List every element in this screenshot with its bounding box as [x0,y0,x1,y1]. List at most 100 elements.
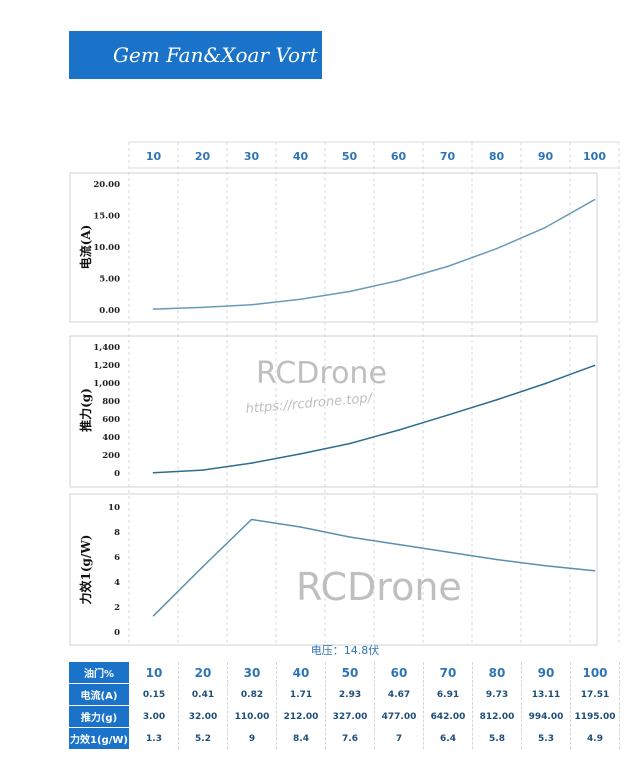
table-cell: 32.00 [178,705,228,728]
table-cell: 5.2 [178,727,228,750]
title-banner: Gem Fan&Xoar Vort [69,31,322,79]
y-tick-label: 6 [114,553,120,563]
table-cell: 20 [178,662,228,684]
header-throttle-label: 20 [195,150,211,163]
y-tick-label: 10 [108,503,120,513]
page-title: Gem Fan&Xoar Vort [113,43,318,67]
chart-area: 10 20 30 40 50 60 70 80 90 100电流(A)0.005.0010.001… [69,141,620,657]
data-point [446,265,449,268]
table-cell: 4.67 [374,683,424,706]
data-point [152,471,155,474]
header-throttle-label: 80 [489,150,505,163]
table-cell: 80 [472,662,522,684]
y-tick-label: 1,400 [93,343,120,353]
table-cell: 642.00 [423,705,473,728]
data-table: 油门% 10 20 30 40 50 60 70 80 90 100 电流(A) 0.15 0.41 0.8… [69,662,620,750]
efficiency-chart-frame [69,493,598,646]
y-tick-label: 8 [114,528,120,538]
header-throttle-label: 100 [583,150,606,163]
row-label: 力效1(g/W) [69,727,130,750]
row-label: 油门% [69,662,130,684]
table-cell: 17.51 [570,683,620,706]
table-cell: 0.15 [129,683,179,706]
table-cell: 0.41 [178,683,228,706]
current-chart-frame [69,172,598,323]
y-tick-label: 10.00 [93,243,120,253]
row-label: 电流(A) [69,683,130,706]
header-throttle-label: 60 [391,150,407,163]
throttle-row: 油门% 10 20 30 40 50 60 70 80 90 100 [69,662,620,684]
table-cell: 327.00 [325,705,375,728]
table-cell: 100 [570,662,620,684]
data-point [593,569,596,572]
data-point [348,536,351,538]
watermark-brand: RCDrone [296,565,462,609]
row-label: 推力(g) [69,705,130,728]
table-cell: 0.82 [227,683,277,706]
table-cell: 30 [227,662,277,684]
thrust-chart-frame [69,335,598,488]
table-cell: 5.8 [472,727,522,750]
table-cell: 8.4 [276,727,326,750]
table-cell: 1195.00 [570,705,620,728]
watermark-brand: RCDrone [256,356,387,391]
table-cell: 5.3 [521,727,571,750]
data-point [250,304,253,306]
table-cell: 1.3 [129,727,179,750]
data-point [495,399,498,401]
data-point [152,614,155,617]
data-point [201,306,204,309]
table-cell: 50 [325,662,375,684]
y-tick-label: 200 [102,451,120,461]
thrust-chart-series-line [153,364,595,474]
data-point [299,453,302,455]
data-point [250,518,253,521]
table-cell: 994.00 [521,705,571,728]
data-point [446,414,449,417]
voltage-label: 电压：14.8伏 [311,643,380,657]
table-cell: 6.4 [423,727,473,750]
data-point [348,442,351,445]
table-cell: 7.6 [325,727,375,750]
y-axis-label: 推力(g) [78,388,93,432]
y-tick-label: 2 [114,603,120,613]
table-cell: 2.93 [325,683,375,706]
table-cell: 4.9 [570,727,620,750]
thrust-row: 推力(g) 3.00 32.00 110.00 212.00 327.00 477.00 64… [69,705,620,728]
data-point [446,551,449,553]
y-axis-label: 力效1(g/W) [78,535,93,605]
data-point [544,226,547,229]
current-row: 电流(A) 0.15 0.41 0.82 1.71 2.93 4.67 6.91 9.73 13.… [69,683,620,706]
data-point [397,279,400,282]
efficiency-row: 力效1(g/W) 1.3 5.2 9 8.4 7.6 7 6.4 5.8 5.3 4.9 [69,727,620,750]
header-throttle-label: 10 [146,150,162,163]
data-point [299,526,302,528]
data-point [593,364,596,367]
table-cell: 6.91 [423,683,473,706]
data-point [544,382,547,385]
table-cell: 90 [521,662,571,684]
header-throttle-label: 40 [293,150,309,163]
current-chart-series-line [153,199,595,310]
data-point [495,247,498,250]
y-tick-label: 1,200 [93,361,120,371]
table-cell: 477.00 [374,705,424,728]
y-axis-label: 电流(A) [78,225,93,270]
y-tick-label: 5.00 [99,275,120,285]
table-cell: 1.71 [276,683,326,706]
y-tick-label: 4 [114,578,120,588]
y-tick-label: 0 [114,469,120,479]
efficiency-chart-series-line [152,518,595,617]
y-tick-label: 1,000 [93,379,120,389]
data-point [397,543,400,546]
header-throttle-label: 90 [538,150,554,163]
table-cell: 212.00 [276,705,326,728]
y-tick-label: 0.00 [99,306,120,316]
table-cell: 10 [129,662,179,684]
table-cell: 110.00 [227,705,277,728]
table-cell: 13.11 [521,683,571,706]
header-throttle-label: 50 [342,150,358,163]
table-cell: 9 [227,727,277,750]
data-point [397,429,400,431]
header-throttle-label: 70 [440,150,456,163]
